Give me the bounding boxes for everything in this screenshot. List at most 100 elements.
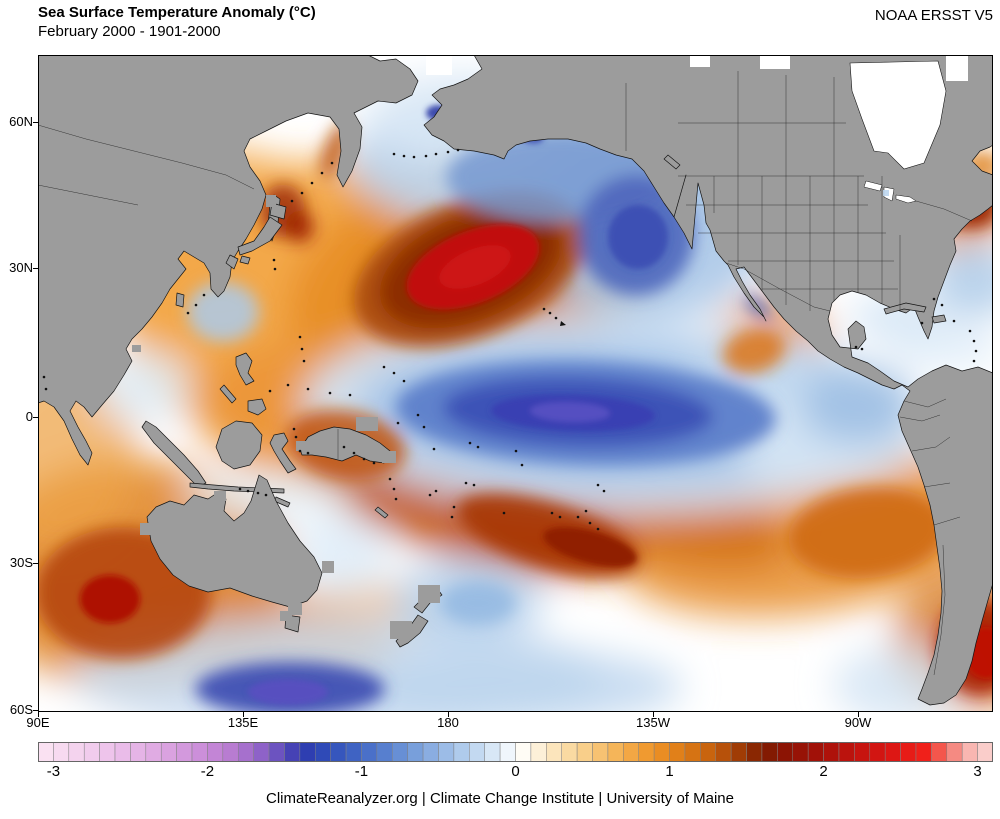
colorbar-cell xyxy=(237,741,254,763)
lon-tick-label: 135E xyxy=(227,715,259,730)
lon-tick-label: 180 xyxy=(437,715,459,730)
lon-tick-label: 90E xyxy=(26,715,50,730)
page-title: Sea Surface Temperature Anomaly (°C) xyxy=(38,4,316,21)
land-hispaniola xyxy=(931,314,947,324)
land-mask-blocks xyxy=(132,195,440,639)
colorbar-cell xyxy=(761,741,778,763)
lon-tick-mark xyxy=(653,712,655,717)
lon-tick-label: 90W xyxy=(844,715,872,730)
lon-tick-mark xyxy=(857,712,859,717)
colorbar-cell xyxy=(299,741,316,763)
lat-tick-label: 30N xyxy=(9,259,33,275)
colorbar-cell xyxy=(931,741,948,763)
colorbar-cell xyxy=(869,741,886,763)
colorbar-cell xyxy=(130,741,147,763)
land-borneo xyxy=(215,420,263,470)
land-mindanao xyxy=(247,398,267,416)
land-sulawesi xyxy=(269,432,297,474)
colorbar-cell xyxy=(730,741,747,763)
colorbar-cell xyxy=(946,741,963,763)
land-honshu xyxy=(237,216,283,256)
land-layer xyxy=(37,54,994,706)
colorbar-cell xyxy=(684,741,701,763)
colorbar-cell xyxy=(746,741,763,763)
colorbar-cell xyxy=(392,741,408,763)
colorbar-cell xyxy=(669,741,686,763)
colorbar-cell xyxy=(407,741,424,763)
colorbar-cell xyxy=(530,741,547,763)
colorbar-cell xyxy=(700,741,716,763)
colorbar-cell xyxy=(823,741,840,763)
colorbar-cell xyxy=(37,741,54,763)
colorbar-tick-label: -1 xyxy=(354,763,369,780)
lat-tick-mark xyxy=(33,122,38,123)
lon-tick-label: 135W xyxy=(636,715,670,730)
lon-tick-mark xyxy=(243,712,245,717)
political-borders xyxy=(37,71,973,676)
colorbar-cell xyxy=(176,741,193,763)
colorbar-cell xyxy=(792,741,809,763)
land-kyushu xyxy=(225,254,239,270)
colorbar-cell xyxy=(284,741,301,763)
colorbar-cell xyxy=(807,741,824,763)
colorbar-cell xyxy=(53,741,70,763)
colorbar-cell xyxy=(453,741,470,763)
lon-tick-mark xyxy=(38,712,39,717)
colorbar-cell xyxy=(915,741,932,763)
land-palawan xyxy=(219,384,237,404)
land-taiwan xyxy=(175,292,185,308)
colorbar-cell xyxy=(207,741,224,763)
colorbar-cell xyxy=(191,741,208,763)
colorbar-cell xyxy=(576,741,593,763)
colorbar-cell xyxy=(854,741,871,763)
dataset-label: NOAA ERSST V5 xyxy=(874,7,993,24)
colorbar-tick-label: 0 xyxy=(511,763,520,780)
colorbar-cell xyxy=(160,741,177,763)
colorbar-cell xyxy=(561,741,578,763)
colorbar-cell xyxy=(961,741,978,763)
land-luzon xyxy=(235,352,255,386)
colorbar-tick-label: -2 xyxy=(200,763,215,780)
great-lakes xyxy=(863,180,917,204)
colorbar-cell xyxy=(376,741,393,763)
hudson-bay-nodata xyxy=(849,60,947,170)
nodata-layer xyxy=(426,55,968,170)
lat-tick-label: 60S xyxy=(9,702,33,718)
colorbar-cell xyxy=(715,741,732,763)
land-new-caledonia xyxy=(374,506,389,519)
colorbar xyxy=(37,741,994,763)
colorbar-cell xyxy=(99,741,116,763)
colorbar-cell xyxy=(145,741,162,763)
map-frame-border xyxy=(38,55,993,712)
hawaii-big-island xyxy=(560,321,566,326)
colorbar-cell xyxy=(592,741,609,763)
colorbar-cell xyxy=(361,741,378,763)
colorbar-cell xyxy=(83,741,100,763)
lat-tick-mark xyxy=(33,417,38,418)
lat-tick-label: 30S xyxy=(9,554,33,570)
colorbar-cell xyxy=(268,741,285,763)
colorbar-cell xyxy=(330,741,347,763)
colorbar-tick-label: -3 xyxy=(46,763,61,780)
page-subtitle: February 2000 - 1901-2000 xyxy=(38,23,221,40)
colorbar-cell xyxy=(253,741,270,763)
colorbar-tick-label: 3 xyxy=(973,763,982,780)
anomaly-field-cores xyxy=(80,105,1000,705)
footer-credit: ClimateReanalyzer.org | Climate Change I… xyxy=(266,790,734,807)
colorbar-cell xyxy=(222,741,239,763)
colorbar-cell xyxy=(484,741,501,763)
colorbar-cell xyxy=(345,741,362,763)
colorbar-tick-label: 2 xyxy=(819,763,828,780)
colorbar-cell xyxy=(607,741,624,763)
lat-tick-mark xyxy=(33,710,38,712)
lat-tick-mark xyxy=(33,562,38,564)
colorbar-cell xyxy=(438,741,455,763)
lat-tick-label: 0 xyxy=(25,409,33,424)
lon-tick-mark xyxy=(447,712,449,717)
colorbar-tick-label: 1 xyxy=(665,763,674,780)
colorbar-cell xyxy=(422,741,439,763)
land-australia xyxy=(146,474,323,608)
colorbar-cell xyxy=(546,741,562,763)
anomaly-map-canvas xyxy=(0,54,1000,739)
colorbar-cell xyxy=(977,741,994,763)
